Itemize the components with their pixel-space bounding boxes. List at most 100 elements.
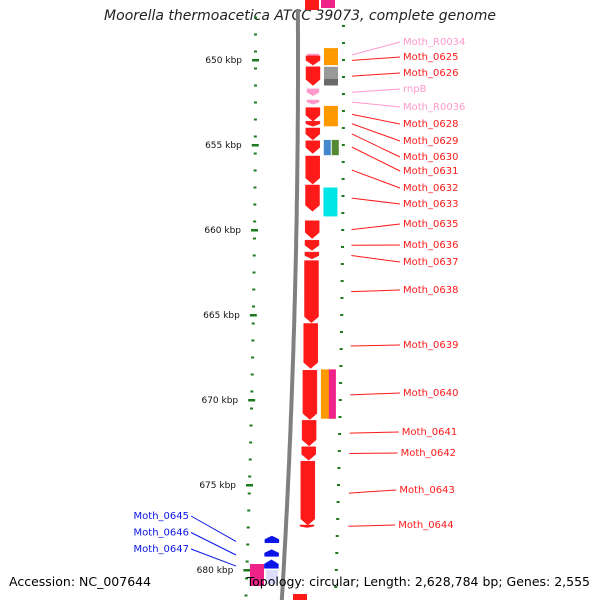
track-dot: [334, 586, 338, 588]
gene-arrow: [302, 370, 318, 420]
gene-arrow: [264, 535, 280, 544]
scale-minor-tick: [249, 441, 253, 444]
scale-minor-tick: [251, 339, 255, 342]
gene-arrow: [305, 127, 321, 141]
accession-text: Accession: NC_007644: [9, 574, 152, 589]
gene-leader-line: [351, 197, 401, 205]
scale-tick-label: 665 kbp: [203, 311, 240, 321]
gene-label: Moth_0646: [134, 528, 189, 539]
scale-minor-tick: [253, 16, 257, 19]
feature-track-dots: [334, 25, 345, 588]
scale-minor-tick: [253, 203, 257, 206]
gene-label: Moth_0632: [403, 183, 458, 194]
gene-arrow: [305, 107, 321, 122]
track-dot: [341, 161, 345, 163]
gene-label: Moth_0642: [401, 448, 456, 459]
track-dot: [338, 416, 342, 418]
scale-tick-label: 655 kbp: [205, 141, 242, 151]
scale-tick: [251, 229, 259, 232]
gene-label: Moth_0638: [403, 285, 458, 296]
gene-leader-line: [351, 88, 401, 93]
scale-minor-tick: [253, 50, 257, 53]
scale-minor-tick: [244, 594, 248, 597]
gene-leader-line: [350, 344, 401, 347]
track-dot: [337, 467, 341, 469]
gene-leader-line: [190, 515, 237, 542]
track-dot: [336, 501, 340, 503]
scale-tick-label: 660 kbp: [204, 226, 241, 236]
scale-minor-tick: [253, 67, 257, 70]
scale-minor-tick: [253, 135, 257, 138]
gene-arrow: [305, 155, 320, 185]
track-dot: [341, 195, 345, 197]
track-dot: [341, 127, 345, 129]
scale-minor-tick: [253, 152, 257, 155]
map-title: Moorella thermoacetica ATCC 39073, compl…: [104, 8, 496, 24]
scale-minor-tick: [247, 492, 251, 495]
scale-minor-tick: [253, 220, 257, 223]
gene-label: Moth_0635: [403, 219, 458, 230]
gene-leader-line: [351, 72, 401, 77]
feature-block: [323, 66, 338, 79]
gene-label: Moth_0637: [403, 257, 458, 268]
track-dot: [337, 450, 341, 452]
gene-leader-line: [351, 133, 401, 158]
track-dot: [341, 178, 345, 180]
scale-minor-tick: [253, 84, 257, 87]
track-dot: [341, 246, 345, 248]
scale-minor-tick: [252, 288, 256, 291]
scale-minor-tick: [248, 475, 252, 478]
gene-arrow: [305, 140, 321, 154]
track-dot: [341, 144, 345, 146]
scale-minor-tick: [251, 322, 255, 325]
scale-tick-label: 670 kbp: [201, 396, 238, 406]
track-dot: [340, 263, 344, 265]
gene-arrow: [293, 594, 307, 600]
scale-minor-tick: [251, 356, 255, 359]
gene-arrow: [301, 420, 317, 447]
gene-leader-line: [351, 223, 401, 231]
feature-block: [331, 139, 339, 156]
scale-tick-label: 680 kbp: [197, 566, 234, 576]
track-dot: [341, 212, 345, 214]
gene-arrow: [304, 220, 320, 239]
feature-block: [323, 48, 338, 66]
scale-tick-label: 675 kbp: [199, 481, 236, 491]
scale-minor-tick: [253, 101, 257, 104]
feature-block: [323, 187, 338, 217]
gene-leader-line: [351, 255, 401, 263]
scale-minor-tick: [246, 526, 250, 529]
gene-labels: Moth_R0034 Moth_0625 Moth_0626 rnpB Moth_R00…: [134, 37, 465, 567]
gene-leader-line: [348, 524, 396, 527]
gene-arrow: [305, 184, 320, 212]
scale-minor-tick: [249, 424, 253, 427]
scale-minor-tick: [245, 560, 249, 563]
scale-tick: [248, 399, 256, 402]
gene-arrow: [304, 251, 320, 260]
gene-arrow: [301, 446, 316, 461]
feature-track: [250, 0, 339, 586]
feature-block: [323, 78, 338, 86]
gene-label: Moth_0640: [403, 388, 458, 399]
gene-label: Moth_0643: [399, 485, 454, 496]
feature-block: [323, 105, 338, 127]
gene-label: Moth_0647: [134, 544, 189, 555]
gene-leader-line: [351, 289, 401, 293]
gene-arrow: [306, 53, 320, 57]
feature-block: [266, 570, 278, 584]
scale-minor-tick: [252, 254, 256, 257]
track-dot: [342, 59, 345, 61]
scale-minor-tick: [253, 169, 257, 172]
scale-minor-tick: [248, 458, 252, 461]
gene-leader-line: [351, 113, 401, 125]
scale-minor-tick: [252, 271, 256, 274]
scale-minor-tick: [253, 118, 257, 121]
gene-leader-line: [351, 146, 401, 172]
track-dot: [335, 535, 339, 537]
scale-tick: [251, 144, 259, 147]
scale-minor-tick: [249, 407, 253, 410]
genome-backbone: [279, 9, 300, 600]
gene-label: Moth_0626: [403, 68, 458, 79]
track-dot: [341, 42, 345, 44]
